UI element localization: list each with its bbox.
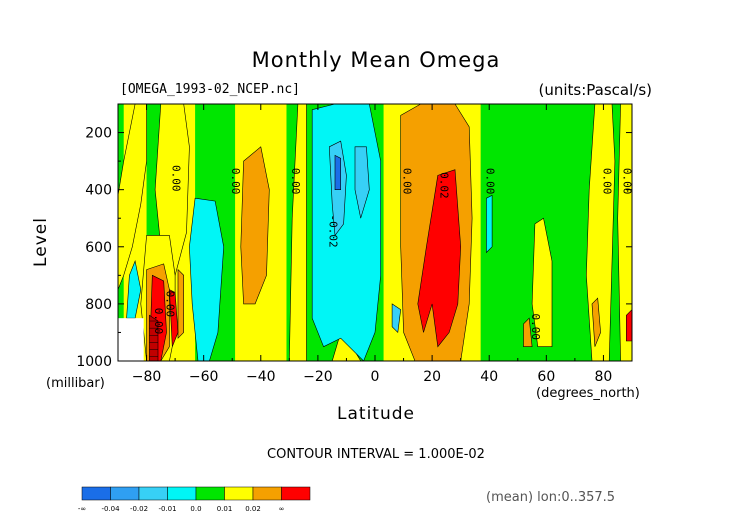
file-label: [OMEGA_1993-02_NCEP.nc] bbox=[120, 82, 301, 97]
contour-value-label-9: 0.00 bbox=[164, 291, 177, 318]
x-axis-label: Latitude bbox=[337, 404, 415, 424]
contour-value-label-7: 0.00 bbox=[600, 168, 613, 195]
contour-region-19 bbox=[177, 268, 184, 339]
contour-region-20 bbox=[591, 297, 601, 347]
x-tick-label-7: 60 bbox=[537, 369, 555, 385]
contour-region-4 bbox=[531, 217, 553, 348]
colorbar-label-5: 0.01 bbox=[217, 505, 233, 513]
colorbar-swatch-4 bbox=[195, 486, 225, 501]
contour-region-1 bbox=[154, 103, 190, 277]
y-tick-label-4: 1000 bbox=[76, 354, 112, 370]
contour-region-15 bbox=[334, 154, 342, 190]
x-tick-label-8: 80 bbox=[595, 369, 613, 385]
colorbar-swatch-3 bbox=[167, 486, 197, 501]
contour-region-22 bbox=[417, 169, 462, 348]
contour-value-label-8: 0.00 bbox=[620, 168, 633, 195]
axes: −80 −60 −40 −20 0 20 40 60 80 200 400 600 800 1000 bbox=[76, 103, 633, 385]
contour-region-14 bbox=[391, 303, 402, 334]
colorbar-label-3: -0.01 bbox=[158, 505, 176, 513]
colorbar-swatch-6 bbox=[252, 486, 282, 501]
colorbar-swatch-7 bbox=[281, 486, 311, 501]
contour-region-9 bbox=[311, 103, 382, 362]
y-tick-label-2: 600 bbox=[85, 240, 112, 256]
contour-labels: 0.00 0.00 0.00 0.00-0.020.02 0.00 0.00 0.000.0… bbox=[152, 165, 633, 340]
contour-value-label-4: -0.02 bbox=[326, 215, 339, 248]
x-tick-label-3: −20 bbox=[303, 369, 333, 385]
missing-data-patch bbox=[118, 318, 144, 361]
contour-region-21 bbox=[523, 317, 533, 348]
footer-mean: (mean) lon:0..357.5 bbox=[486, 490, 616, 505]
contour-value-label-6: 0.00 bbox=[483, 168, 496, 195]
contour-value-label-0: 0.00 bbox=[169, 165, 182, 192]
colorbar-swatch-1 bbox=[110, 486, 140, 501]
contour-value-label-11: 0.00 bbox=[529, 313, 542, 340]
colorbar-label-6: 0.02 bbox=[245, 505, 261, 513]
x-axis-units: (degrees_north) bbox=[536, 386, 640, 401]
contour-region-17 bbox=[240, 146, 270, 305]
contour-region-0 bbox=[117, 103, 147, 290]
contour-interval: CONTOUR INTERVAL = 1.000E-02 bbox=[267, 447, 485, 462]
plot-area bbox=[117, 103, 633, 362]
y-axis-units: (millibar) bbox=[46, 376, 105, 391]
column-band-10 bbox=[537, 104, 633, 361]
colorbar-label-1: -0.04 bbox=[101, 505, 120, 513]
y-tick-label-1: 400 bbox=[85, 183, 112, 199]
colorbar-label-0: -∞ bbox=[78, 505, 86, 513]
contour-value-label-2: 0.00 bbox=[289, 168, 302, 195]
colorbar-label-7: ∞ bbox=[279, 505, 285, 513]
contour-value-label-1: 0.00 bbox=[229, 168, 242, 195]
x-tick-label-5: 20 bbox=[423, 369, 441, 385]
colorbar-swatch-5 bbox=[224, 486, 254, 501]
contour-value-label-3: 0.00 bbox=[401, 168, 414, 195]
y-tick-label-3: 800 bbox=[85, 297, 112, 313]
colorbar-label-4: 0.0 bbox=[190, 505, 201, 513]
x-tick-label-6: 40 bbox=[480, 369, 498, 385]
contour-value-label-5: 0.02 bbox=[438, 172, 451, 199]
colorbar: -∞ -0.04 -0.02 -0.01 0.0 0.01 0.02 ∞ bbox=[78, 486, 311, 513]
colorbar-label-2: -0.02 bbox=[130, 505, 148, 513]
contour-region-24 bbox=[169, 289, 179, 347]
contour-region-11 bbox=[486, 194, 493, 254]
contour-region-10 bbox=[126, 260, 142, 319]
colorbar-swatch-2 bbox=[138, 486, 168, 501]
contour-value-label-10: 0.00 bbox=[152, 308, 165, 335]
x-tick-label-2: −40 bbox=[246, 369, 276, 385]
x-tick-label-1: −60 bbox=[189, 369, 219, 385]
y-tick-label-0: 200 bbox=[85, 126, 112, 142]
chart-title: Monthly Mean Omega bbox=[251, 48, 501, 72]
contour-region-13 bbox=[354, 146, 370, 219]
colorbar-swatch-0 bbox=[81, 486, 111, 501]
units-label: (units:Pascal/s) bbox=[538, 81, 653, 99]
x-tick-label-4: 0 bbox=[371, 369, 380, 385]
x-tick-label-0: −80 bbox=[132, 369, 162, 385]
contour-region-25 bbox=[625, 308, 633, 342]
